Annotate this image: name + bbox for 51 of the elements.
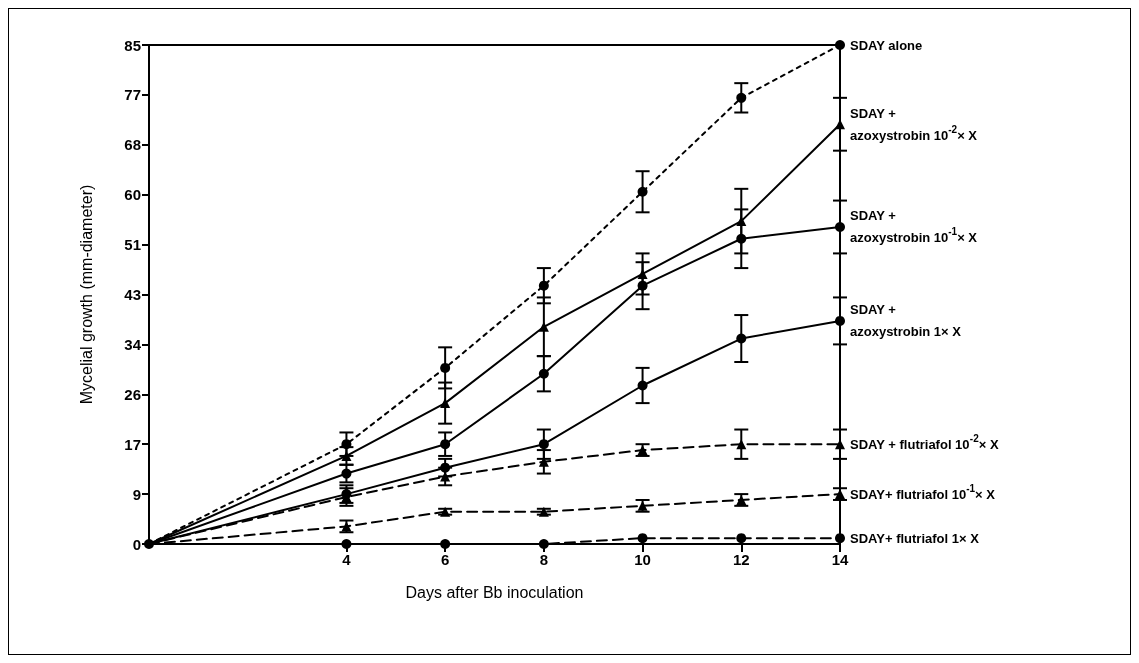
point [440,462,451,473]
y-tick-label: 51 [124,236,141,254]
y-axis-title: Mycelial growth (mm-diameter) [77,184,95,405]
point [440,398,451,409]
y-tick-label: 60 [124,186,141,204]
point [637,380,648,391]
x-tick-label: 14 [831,551,849,568]
point [736,92,747,103]
point [440,362,451,373]
point [736,439,747,450]
y-tick-label: 68 [124,136,141,154]
point [440,506,451,517]
point [637,533,648,544]
point [637,186,648,197]
point [538,280,549,291]
point [736,216,747,227]
point [736,333,747,344]
y-tick-label: 0 [132,535,141,553]
y-tick-label: 85 [124,36,141,54]
series-label: SDAY + azoxystrobin 1× X [850,302,962,340]
point [835,533,845,544]
y-tick-label: 17 [124,435,141,453]
x-tick-label: 6 [440,551,450,568]
point [736,533,747,544]
x-tick-label: 12 [732,551,750,568]
point [835,315,845,326]
y-tick-label: 43 [124,286,141,303]
point [736,233,747,244]
y-tick-label: 26 [124,385,141,403]
point [440,539,451,549]
point [341,468,352,479]
point [538,439,549,450]
series-label: SDAY+ flutriafol 1× X [850,530,980,546]
point [341,439,352,450]
x-tick-label: 10 [634,551,651,568]
y-tick-label: 77 [124,86,141,104]
point [637,280,648,291]
point [538,506,549,517]
series-label: SDAY alone [850,37,923,53]
x-axis-title: Days after Bb inoculation [405,583,584,601]
point [538,539,549,549]
x-tick-label: 8 [539,551,549,568]
x-tick-label: 4 [342,551,352,568]
point [835,40,845,50]
y-tick-label: 34 [124,335,142,353]
y-tick-label: 9 [132,485,141,503]
point [440,439,451,450]
point [341,539,352,549]
point [538,321,549,332]
point [538,368,549,379]
point [835,221,845,232]
